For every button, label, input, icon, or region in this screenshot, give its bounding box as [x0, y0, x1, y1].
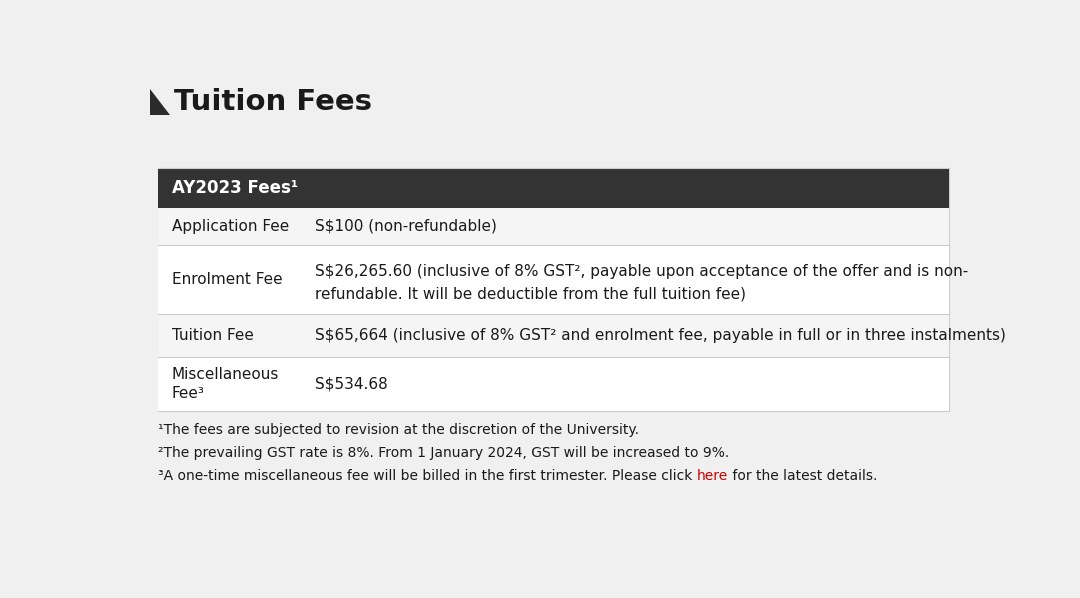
Text: for the latest details.: for the latest details.: [728, 469, 878, 483]
Bar: [159, 245, 948, 313]
Bar: [159, 208, 948, 245]
Text: Miscellaneous
Fee³: Miscellaneous Fee³: [172, 367, 280, 401]
Text: ³A one-time miscellaneous fee will be billed in the first trimester. Please clic: ³A one-time miscellaneous fee will be bi…: [159, 469, 698, 483]
Text: Enrolment Fee: Enrolment Fee: [172, 272, 283, 287]
Text: refundable. It will be deductible from the full tuition fee): refundable. It will be deductible from t…: [315, 286, 746, 301]
Text: Application Fee: Application Fee: [172, 219, 289, 234]
Text: S$26,265.60 (inclusive of 8% GST², payable upon acceptance of the offer and is n: S$26,265.60 (inclusive of 8% GST², payab…: [315, 264, 968, 279]
Text: ¹The fees are subjected to revision at the discretion of the University.: ¹The fees are subjected to revision at t…: [159, 423, 639, 437]
Text: here: here: [698, 469, 728, 483]
Polygon shape: [150, 89, 171, 115]
Text: Tuition Fee: Tuition Fee: [172, 328, 254, 343]
Text: Tuition Fees: Tuition Fees: [174, 88, 373, 115]
Text: ²The prevailing GST rate is 8%. From 1 January 2024, GST will be increased to 9%: ²The prevailing GST rate is 8%. From 1 J…: [159, 446, 730, 460]
Text: S$534.68: S$534.68: [315, 377, 388, 392]
Bar: [159, 169, 948, 411]
Bar: [159, 313, 948, 357]
Bar: [159, 169, 948, 208]
Text: S$65,664 (inclusive of 8% GST² and enrolment fee, payable in full or in three in: S$65,664 (inclusive of 8% GST² and enrol…: [315, 328, 1005, 343]
Text: S$100 (non-refundable): S$100 (non-refundable): [315, 219, 497, 234]
Text: AY2023 Fees¹: AY2023 Fees¹: [172, 179, 298, 197]
Bar: [159, 357, 948, 411]
